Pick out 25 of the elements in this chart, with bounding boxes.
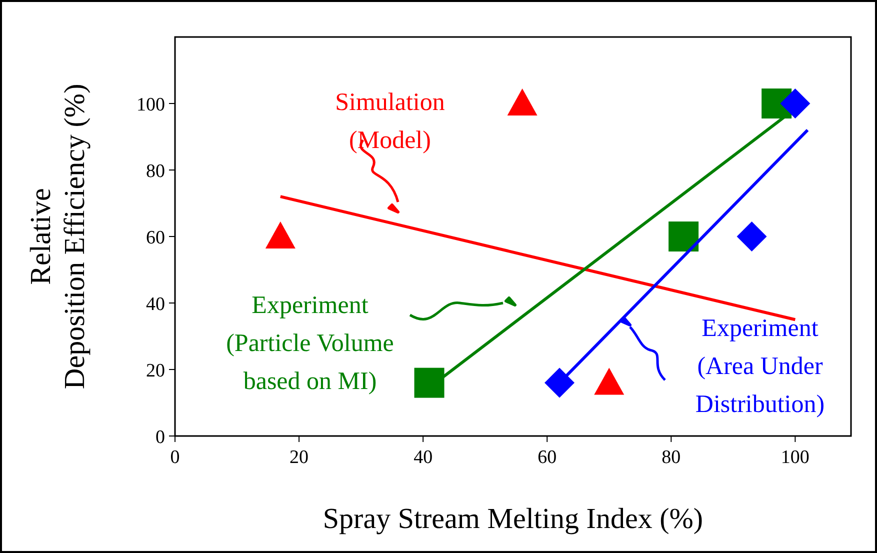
annotation: Simulation (Model) (335, 89, 446, 154)
point (736, 222, 767, 252)
x-tick-label: 0 (170, 447, 180, 468)
y-tick-label: 60 (146, 228, 165, 248)
x-tick-label: 100 (780, 447, 810, 468)
point (594, 368, 624, 395)
y-tick-label: 80 (146, 161, 165, 182)
y-tick-label: 40 (146, 294, 165, 315)
y-tick-label: 0 (156, 427, 165, 448)
y-tick-label: 20 (146, 360, 165, 382)
x-tick-label: 80 (662, 447, 681, 468)
point (507, 88, 538, 116)
point (668, 222, 699, 252)
annotation: Experiment (Particle Volume based on MI) (226, 292, 394, 395)
x-tick-label: 40 (414, 447, 433, 468)
x-tick-label: 20 (290, 447, 309, 468)
x-axis-title: Spray Stream Melting Index (%) (322, 503, 704, 535)
annotation: Experiment (Area Under Distribution) (695, 315, 825, 418)
point (780, 88, 810, 118)
y-tick-label: 100 (136, 94, 165, 116)
point (414, 368, 444, 398)
point (265, 222, 296, 248)
x-tick-label: 60 (538, 447, 557, 468)
y-axis-title: Relative Deposition Efficiency (%) (25, 84, 91, 390)
point (544, 368, 575, 398)
